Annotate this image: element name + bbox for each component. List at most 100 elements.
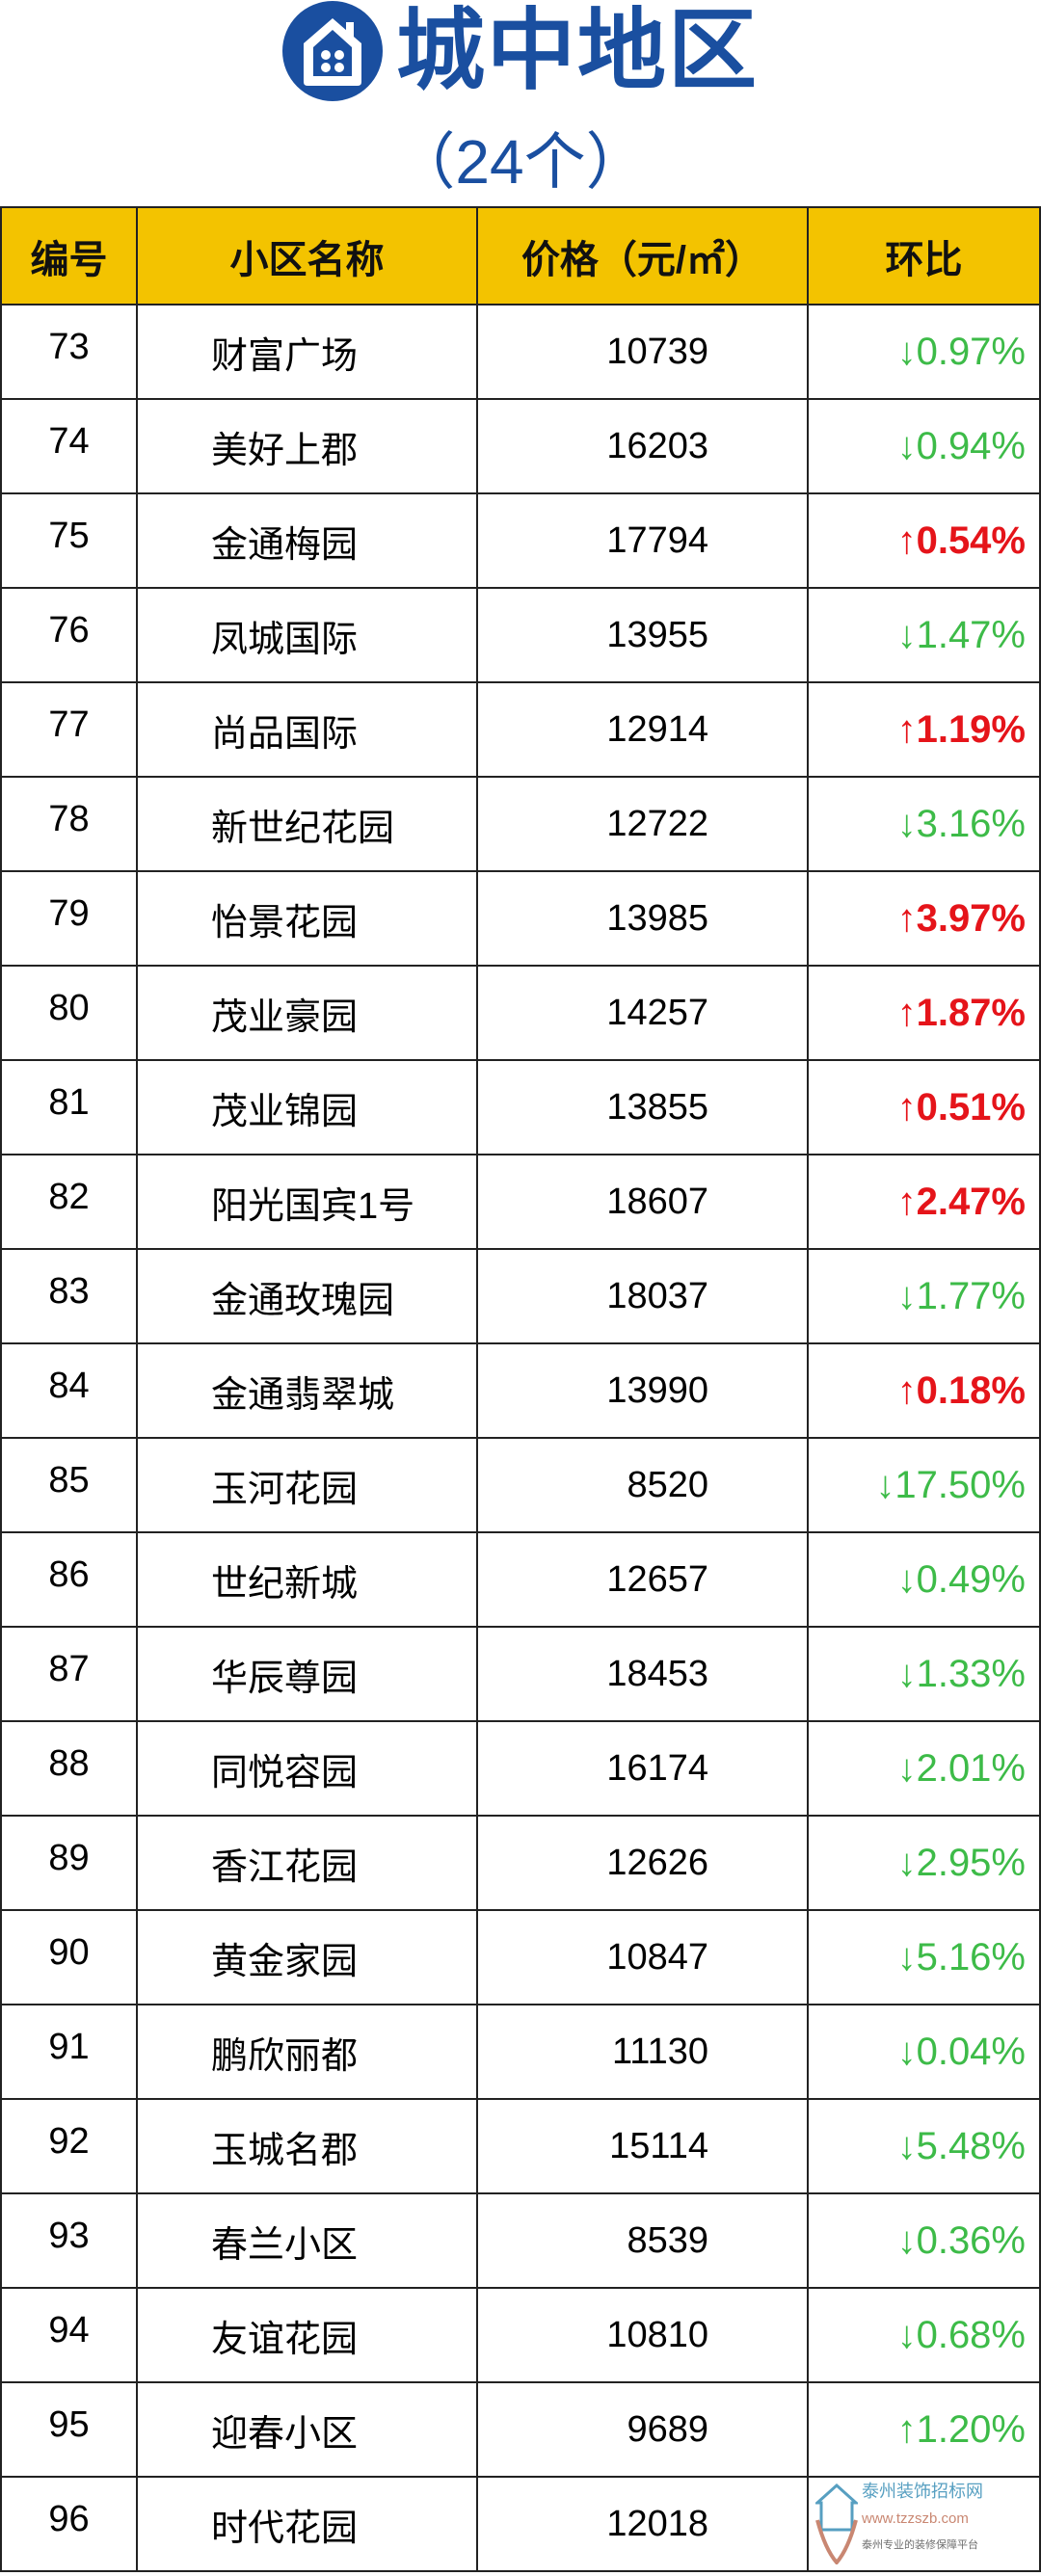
- row-id: 92: [0, 2098, 138, 2194]
- row-change: ↑0.18%: [807, 1342, 1041, 1439]
- row-name: 香江花园: [136, 1815, 478, 1911]
- row-name: 尚品国际: [136, 681, 478, 778]
- row-id: 76: [0, 587, 138, 683]
- row-price: 16174: [476, 1720, 809, 1817]
- table-row: 93 春兰小区 8539 ↓0.36%: [0, 2192, 1041, 2289]
- price-table: 编号 小区名称 价格（元/㎡） 环比 73 财富广场 10739 ↓0.97% 74 美好…: [0, 206, 1041, 2572]
- table-row: 87 华辰尊园 18453 ↓1.33%: [0, 1626, 1041, 1722]
- row-name: 友谊花园: [136, 2287, 478, 2383]
- row-price: 10810: [476, 2287, 809, 2383]
- row-id: 77: [0, 681, 138, 778]
- row-change: ↑1.87%: [807, 965, 1041, 1061]
- watermark-name: 泰州装饰招标网: [862, 2482, 983, 2501]
- row-change: ↓2.01%: [807, 1720, 1041, 1817]
- row-change: ↑2.47%: [807, 1154, 1041, 1250]
- row-id: 86: [0, 1531, 138, 1628]
- row-price: 16203: [476, 398, 809, 494]
- row-name: 金通梅园: [136, 492, 478, 589]
- row-id: 73: [0, 304, 138, 400]
- row-name: 财富广场: [136, 304, 478, 400]
- table-row: 77 尚品国际 12914 ↑1.19%: [0, 681, 1041, 778]
- row-id: 85: [0, 1437, 138, 1533]
- row-id: 88: [0, 1720, 138, 1817]
- row-change: ↑3.97%: [807, 870, 1041, 967]
- row-id: 80: [0, 965, 138, 1061]
- row-price: 13855: [476, 1059, 809, 1155]
- table-row: 80 茂业豪园 14257 ↑1.87%: [0, 965, 1041, 1061]
- header-change: 环比: [807, 206, 1041, 305]
- table-row: 86 世纪新城 12657 ↓0.49%: [0, 1531, 1041, 1628]
- row-change: ↓0.94%: [807, 398, 1041, 494]
- row-price: 12722: [476, 776, 809, 872]
- row-price: 12657: [476, 1531, 809, 1628]
- watermark-slogan: 泰州专业的装修保障平台: [862, 2539, 978, 2551]
- row-id: 82: [0, 1154, 138, 1250]
- row-price: 9689: [476, 2381, 809, 2478]
- row-change: ↓0.68%: [807, 2287, 1041, 2383]
- row-id: 81: [0, 1059, 138, 1155]
- row-name: 怡景花园: [136, 870, 478, 967]
- row-id: 84: [0, 1342, 138, 1439]
- row-price: 13955: [476, 587, 809, 683]
- row-id: 74: [0, 398, 138, 494]
- row-change: ↓1.47%: [807, 587, 1041, 683]
- row-change: ↑0.51%: [807, 1059, 1041, 1155]
- house-logo-icon: [281, 0, 383, 101]
- row-id: 90: [0, 1909, 138, 2005]
- row-price: 18453: [476, 1626, 809, 1722]
- row-price: 8539: [476, 2192, 809, 2289]
- table-row: 76 凤城国际 13955 ↓1.47%: [0, 587, 1041, 683]
- row-name: 玉城名郡: [136, 2098, 478, 2194]
- watermark-house-icon: [815, 2483, 858, 2564]
- row-price: 14257: [476, 965, 809, 1061]
- row-id: 79: [0, 870, 138, 967]
- row-name: 鹏欣丽都: [136, 2004, 478, 2100]
- row-price: 18037: [476, 1248, 809, 1344]
- row-price: 17794: [476, 492, 809, 589]
- row-price: 13990: [476, 1342, 809, 1439]
- table-header: 编号 小区名称 价格（元/㎡） 环比: [0, 206, 1041, 305]
- row-name: 迎春小区: [136, 2381, 478, 2478]
- community-count: （24个）: [393, 127, 648, 197]
- row-id: 83: [0, 1248, 138, 1344]
- row-id: 78: [0, 776, 138, 872]
- row-change: ↑0.54%: [807, 492, 1041, 589]
- row-change: ↓2.95%: [807, 1815, 1041, 1911]
- row-name: 同悦容园: [136, 1720, 478, 1817]
- table-row: 78 新世纪花园 12722 ↓3.16%: [0, 776, 1041, 872]
- row-name: 茂业豪园: [136, 965, 478, 1061]
- row-price: 11130: [476, 2004, 809, 2100]
- row-name: 华辰尊园: [136, 1626, 478, 1722]
- row-price: 12626: [476, 1815, 809, 1911]
- row-id: 75: [0, 492, 138, 589]
- table-row: 88 同悦容园 16174 ↓2.01%: [0, 1720, 1041, 1817]
- row-change: ↑1.20%: [807, 2381, 1041, 2478]
- row-id: 89: [0, 1815, 138, 1911]
- table-row: 83 金通玫瑰园 18037 ↓1.77%: [0, 1248, 1041, 1344]
- table-row: 84 金通翡翠城 13990 ↑0.18%: [0, 1342, 1041, 1439]
- watermark: 泰州装饰招标网 www.tzzszb.com 泰州专业的装修保障平台: [815, 2482, 1035, 2566]
- header-price: 价格（元/㎡）: [476, 206, 809, 305]
- row-change: ↓0.97%: [807, 304, 1041, 400]
- row-name: 黄金家园: [136, 1909, 478, 2005]
- row-id: 96: [0, 2476, 138, 2572]
- table-row: 85 玉河花园 8520 ↓17.50%: [0, 1437, 1041, 1533]
- row-name: 金通玫瑰园: [136, 1248, 478, 1344]
- watermark-url: www.tzzszb.com: [862, 2510, 969, 2527]
- row-price: 15114: [476, 2098, 809, 2194]
- row-price: 12018: [476, 2476, 809, 2572]
- table-row: 89 香江花园 12626 ↓2.95%: [0, 1815, 1041, 1911]
- table-row: 74 美好上郡 16203 ↓0.94%: [0, 398, 1041, 494]
- row-name: 新世纪花园: [136, 776, 478, 872]
- row-change: ↓17.50%: [807, 1437, 1041, 1533]
- row-name: 世纪新城: [136, 1531, 478, 1628]
- table-row: 90 黄金家园 10847 ↓5.16%: [0, 1909, 1041, 2005]
- row-name: 玉河花园: [136, 1437, 478, 1533]
- table-row: 95 迎春小区 9689 ↑1.20%: [0, 2381, 1041, 2478]
- row-change: ↓3.16%: [807, 776, 1041, 872]
- row-id: 91: [0, 2004, 138, 2100]
- row-change: ↓0.36%: [807, 2192, 1041, 2289]
- title-text: 城中地区: [395, 1, 759, 100]
- row-change: ↓1.77%: [807, 1248, 1041, 1344]
- table-row: 94 友谊花园 10810 ↓0.68%: [0, 2287, 1041, 2383]
